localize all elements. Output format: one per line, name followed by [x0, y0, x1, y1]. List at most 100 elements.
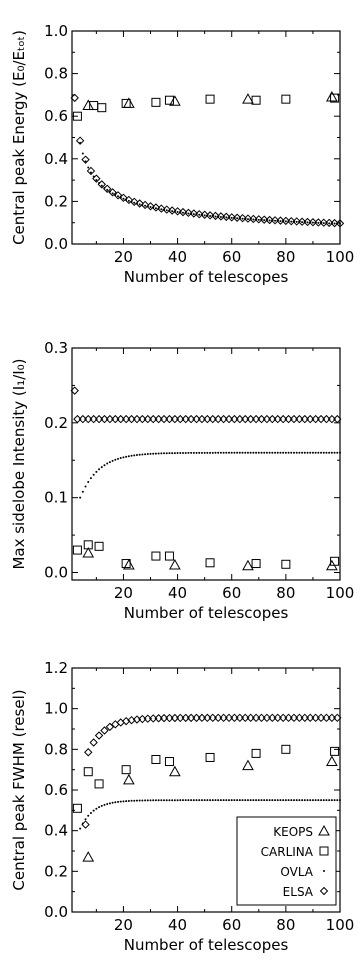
dot-marker [252, 799, 255, 802]
dot-marker [127, 199, 130, 202]
dot-marker [106, 803, 109, 806]
diamond-marker [235, 713, 245, 723]
dot-marker [301, 221, 304, 224]
dot-marker [330, 451, 333, 454]
chart-panel-1: 20 40 60 80 100 0.0 0.2 0.4 0.6 0.8 1.0 Number of t… [10, 22, 354, 286]
diamond-marker [143, 414, 153, 424]
diamond-marker [213, 713, 223, 723]
dot-marker [309, 451, 312, 454]
dot-marker [179, 452, 182, 455]
dot-marker [238, 451, 241, 454]
dot-marker [214, 799, 217, 802]
diamond-marker [227, 213, 236, 222]
dot-marker [314, 799, 317, 802]
dot-marker [276, 451, 279, 454]
dot-marker [214, 215, 217, 218]
dot-marker [168, 452, 171, 455]
diamond-marker [135, 199, 144, 208]
dot-marker [268, 451, 271, 454]
diamond-marker [92, 174, 101, 183]
dot-marker [219, 451, 222, 454]
diamond-marker [165, 414, 174, 424]
dot-marker [198, 451, 201, 454]
y-tick-label: 0.8 [44, 740, 68, 758]
dot-marker [214, 451, 217, 454]
y-tick-label: 0.1 [44, 489, 68, 507]
diamond-marker [284, 713, 293, 723]
diamond-marker [295, 414, 304, 424]
diamond-marker [157, 204, 166, 213]
diamond-marker [268, 414, 277, 424]
dot-marker [271, 451, 274, 454]
dot-marker [149, 452, 152, 455]
dot-marker [146, 453, 149, 456]
dot-marker [257, 799, 260, 802]
dot-marker [276, 799, 279, 802]
series-carlina [72, 744, 340, 813]
diamond-marker [124, 195, 134, 205]
triangle-marker [82, 547, 95, 558]
diamond-marker [311, 713, 320, 723]
diamond-marker [333, 713, 342, 723]
dot-marker [284, 451, 287, 454]
dot-marker [298, 451, 301, 454]
triangle-marker [82, 851, 95, 862]
diamond-marker [224, 713, 234, 723]
dot-marker [87, 814, 90, 817]
dot-marker [84, 818, 87, 821]
x-axis-label: Number of telescopes [124, 936, 289, 954]
diamond-marker [327, 713, 337, 723]
square-marker [83, 540, 93, 550]
dot-marker [301, 451, 304, 454]
diamond-marker [195, 209, 204, 219]
dot-marker [187, 451, 190, 454]
series-elsa [70, 93, 345, 228]
square-marker [151, 755, 161, 764]
dot-marker [106, 188, 109, 191]
dot-marker [217, 799, 220, 802]
diamond-marker [184, 208, 193, 218]
dot-marker [114, 458, 117, 461]
dot-marker [279, 220, 282, 223]
diamond-marker [265, 215, 274, 225]
dot-marker [176, 452, 179, 455]
dot-marker [92, 473, 95, 476]
diamond-marker [94, 731, 104, 740]
dot-marker [225, 799, 228, 802]
x-tick-label: 20 [114, 248, 133, 266]
diamond-marker [151, 203, 161, 212]
dot-marker [89, 171, 92, 174]
diamond-marker [162, 205, 171, 214]
diamond-marker [270, 216, 280, 225]
dot-marker [241, 799, 244, 802]
dot-marker [171, 210, 174, 213]
plot-frame [71, 347, 341, 581]
dot-marker [209, 214, 212, 217]
dot-marker [209, 799, 212, 802]
square-marker [330, 746, 340, 756]
diamond-marker [308, 218, 318, 227]
diamond-marker [216, 212, 226, 221]
diamond-marker [138, 414, 147, 424]
diamond-marker [200, 210, 209, 219]
dot-marker [149, 206, 152, 209]
dot-marker [165, 452, 168, 455]
legend-label-elsa: ELSA [283, 885, 314, 899]
diamond-marker [186, 414, 196, 424]
dot-marker [125, 455, 128, 458]
x-tick-label: 100 [326, 584, 355, 602]
dot-marker [81, 490, 84, 493]
square-marker [251, 95, 261, 105]
square-marker [72, 111, 82, 121]
dot-marker [265, 451, 268, 454]
diamond-marker [105, 414, 115, 424]
diamond-marker [111, 414, 120, 424]
diamond-marker [167, 206, 177, 215]
dot-marker [284, 220, 287, 223]
diamond-marker [73, 414, 82, 424]
dot-marker [282, 799, 285, 802]
dot-marker [252, 451, 255, 454]
triangle-marker [169, 765, 181, 777]
triangle-marker [326, 755, 338, 767]
diamond-marker [86, 166, 96, 176]
